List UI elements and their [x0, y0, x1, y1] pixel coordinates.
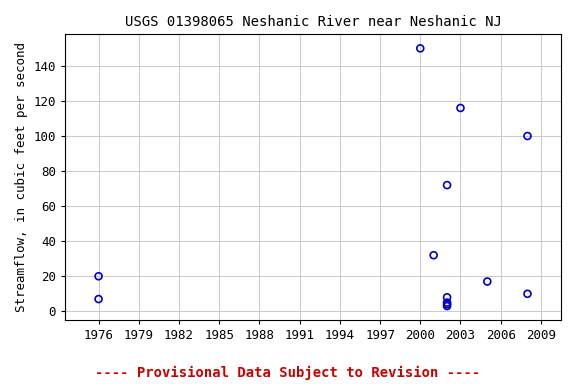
Point — [442, 300, 452, 306]
Point — [442, 182, 452, 188]
Point — [456, 105, 465, 111]
Point — [94, 273, 103, 279]
Title: USGS 01398065 Neshanic River near Neshanic NJ: USGS 01398065 Neshanic River near Neshan… — [124, 15, 502, 29]
Point — [442, 301, 452, 307]
Point — [523, 133, 532, 139]
Y-axis label: Streamflow, in cubic feet per second: Streamflow, in cubic feet per second — [15, 42, 28, 312]
Point — [483, 278, 492, 285]
Point — [523, 291, 532, 297]
Point — [442, 303, 452, 309]
Point — [442, 294, 452, 300]
Text: ---- Provisional Data Subject to Revision ----: ---- Provisional Data Subject to Revisio… — [96, 366, 480, 380]
Point — [94, 296, 103, 302]
Point — [416, 45, 425, 51]
Point — [429, 252, 438, 258]
